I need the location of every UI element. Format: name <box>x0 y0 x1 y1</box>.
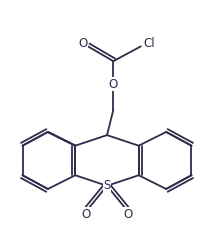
Text: O: O <box>123 208 133 221</box>
Text: S: S <box>103 179 111 192</box>
Text: O: O <box>78 37 87 50</box>
Text: O: O <box>81 208 91 221</box>
Text: Cl: Cl <box>143 37 155 50</box>
Text: O: O <box>109 78 118 90</box>
